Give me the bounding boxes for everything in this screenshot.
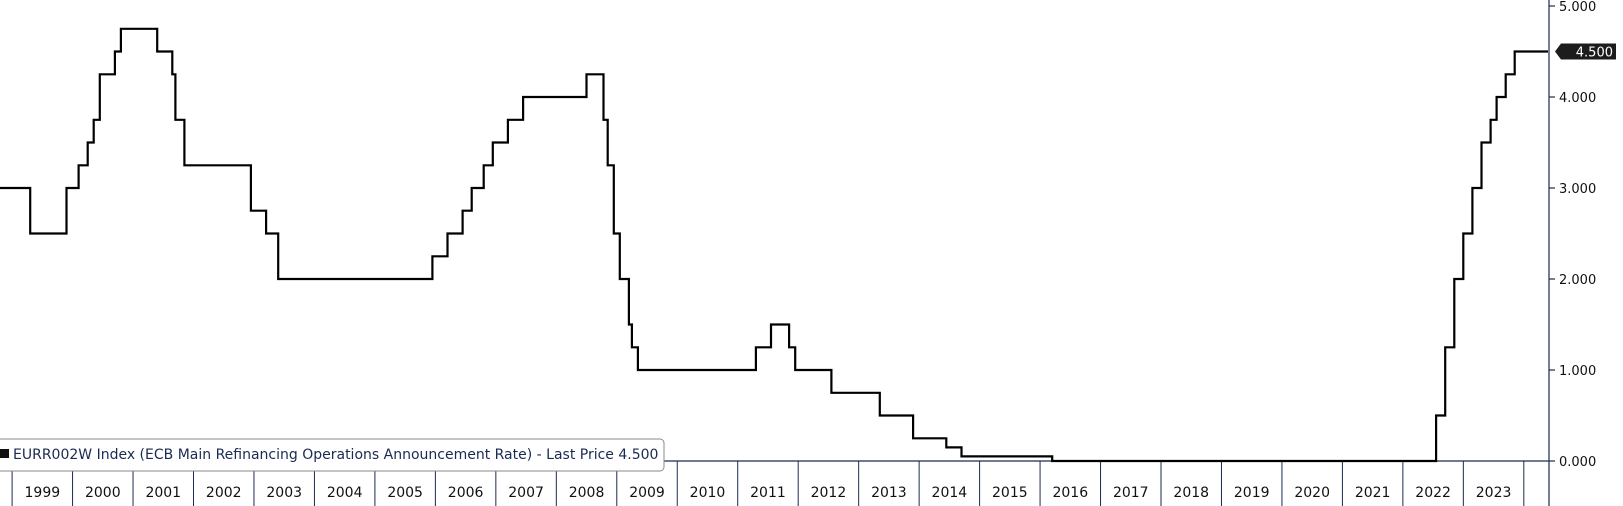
last-price-tag-label: 4.500 — [1576, 46, 1613, 61]
series-line — [0, 27, 1548, 463]
last-price-tag: 4.500 — [1555, 43, 1616, 61]
x-axis-tick-label: 2002 — [206, 485, 242, 501]
y-axis-tick-label: 3.000 — [1559, 182, 1596, 197]
x-axis-tick-label: 2005 — [387, 485, 423, 501]
x-axis-tick-label: 2022 — [1415, 485, 1451, 501]
x-axis-tick-label: 2001 — [145, 485, 181, 501]
x-axis-tick-label: 2007 — [508, 485, 544, 501]
x-axis-tick-label: 2012 — [811, 485, 847, 501]
y-axis-tick-label: 5.000 — [1559, 0, 1596, 15]
x-axis-tick-label: 2010 — [690, 485, 726, 501]
y-axis-tick-label: 2.000 — [1559, 273, 1596, 288]
x-axis: 1999 2000 2001 2002 2003 2004 2005 2006 2007 2008… — [0, 460, 1549, 506]
x-axis-tick-label: 2020 — [1294, 485, 1330, 501]
x-axis-tick-label: 2016 — [1052, 485, 1088, 501]
x-axis-tick-label: 2000 — [85, 485, 121, 501]
legend-label: EURR002W Index (ECB Main Refinancing Ope… — [13, 447, 658, 463]
x-axis-tick-label: 2006 — [448, 485, 484, 501]
legend: EURR002W Index (ECB Main Refinancing Ope… — [0, 438, 665, 472]
series-layer — [0, 27, 1548, 463]
legend-swatch — [0, 449, 9, 458]
y-axis-tick-label: 1.000 — [1559, 364, 1596, 379]
x-axis-tick-label: 2014 — [932, 485, 968, 501]
last-price-tag-shape — [1555, 43, 1616, 60]
x-axis-tick-label: 2018 — [1173, 485, 1209, 501]
y-axis: 0.000 1.000 2.000 3.000 4.000 5.000 — [1548, 0, 1596, 506]
legend-box — [0, 438, 665, 472]
x-axis-tick-label: 2013 — [871, 485, 907, 501]
x-axis-tick-label: 1999 — [25, 485, 61, 501]
x-axis-tick-label: 2004 — [327, 485, 363, 501]
x-axis-tick-label: 2023 — [1476, 485, 1512, 501]
x-axis-tick-label: 2017 — [1113, 485, 1149, 501]
y-axis-tick-label: 0.000 — [1559, 455, 1596, 470]
x-axis-tick-label: 2008 — [569, 485, 605, 501]
x-axis-tick-label: 2003 — [266, 485, 302, 501]
x-axis-tick-label: 2009 — [629, 485, 665, 501]
x-axis-tick-label: 2021 — [1355, 485, 1391, 501]
y-axis-tick-label: 4.000 — [1559, 91, 1596, 106]
x-axis-tick-label: 2011 — [750, 485, 786, 501]
x-axis-tick-label: 2019 — [1234, 485, 1270, 501]
x-axis-tick-label: 2015 — [992, 485, 1028, 501]
